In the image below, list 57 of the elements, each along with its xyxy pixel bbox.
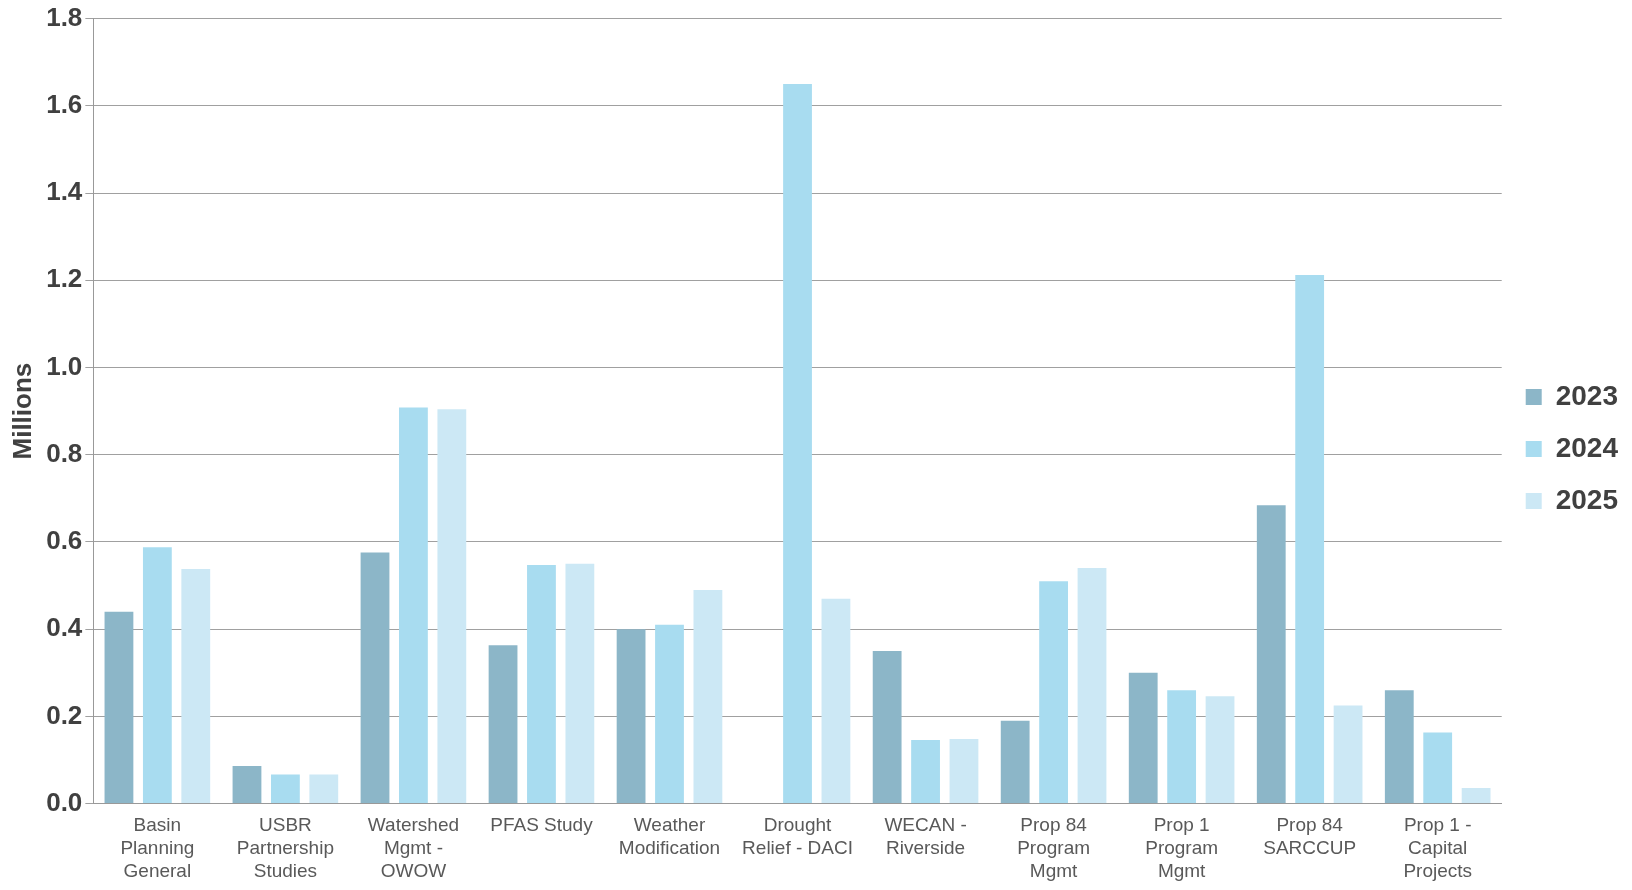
y-axis-title: Millions xyxy=(6,362,37,460)
bar xyxy=(270,774,300,804)
y-tick-label: 0.8 xyxy=(46,437,83,468)
bar xyxy=(104,611,134,804)
bar xyxy=(1461,787,1491,804)
bar xyxy=(309,774,339,804)
bar xyxy=(181,568,211,804)
bar xyxy=(821,598,851,804)
x-tick-label: WECAN - Riverside xyxy=(884,814,967,859)
y-tick-label: 1.8 xyxy=(46,1,83,32)
x-tick-label: Prop 1 - Capital Projects xyxy=(1403,814,1473,881)
bar xyxy=(949,739,979,804)
bar xyxy=(911,739,940,804)
y-tick-label: 1.0 xyxy=(46,350,83,381)
x-tick-label: PFAS Study xyxy=(490,814,594,836)
bar xyxy=(399,407,428,804)
bar xyxy=(1000,720,1030,804)
bar xyxy=(693,589,723,804)
x-tick-label: Prop 84 SARCCUP xyxy=(1263,814,1357,859)
bar xyxy=(1128,672,1158,804)
bar xyxy=(1167,690,1197,804)
x-tick-label: Prop 1 Program Mgmt xyxy=(1145,814,1219,881)
bar xyxy=(488,645,518,804)
bar xyxy=(437,409,467,804)
bar xyxy=(1384,690,1414,804)
y-tick-label: 1.6 xyxy=(46,88,83,119)
y-tick-label: 0.6 xyxy=(46,525,83,556)
bar xyxy=(1205,696,1235,804)
bar xyxy=(1256,505,1286,804)
bar xyxy=(1423,732,1453,804)
bar xyxy=(360,552,390,804)
x-tick-label: Drought Relief - DACI xyxy=(742,814,853,859)
x-tick-label: USBR Partnership Studies xyxy=(236,814,334,881)
bar xyxy=(1077,568,1107,804)
bar xyxy=(142,547,172,804)
y-tick-label: 1.4 xyxy=(46,176,83,207)
bar xyxy=(1333,705,1363,804)
y-tick-label: 0.4 xyxy=(46,612,83,643)
bar xyxy=(783,84,812,804)
y-tick-label: 1.2 xyxy=(46,263,83,294)
legend-label: 2024 xyxy=(1555,431,1619,463)
legend-label: 2023 xyxy=(1555,379,1619,411)
x-tick-label: Prop 84 Program Mgmt xyxy=(1017,814,1091,881)
bar xyxy=(232,766,262,804)
y-tick-label: 0.0 xyxy=(46,786,83,817)
bar xyxy=(655,624,684,804)
bar xyxy=(1295,275,1325,804)
bar xyxy=(1039,581,1068,804)
legend-label: 2025 xyxy=(1555,483,1619,515)
bar xyxy=(872,650,902,804)
x-tick-label: Watershed Mgmt - OWOW xyxy=(367,814,460,881)
bar xyxy=(565,563,595,804)
bar xyxy=(527,565,556,804)
y-tick-label: 0.2 xyxy=(46,699,83,730)
bar xyxy=(616,629,646,804)
x-tick-label: Basin Planning General xyxy=(120,814,195,881)
x-tick-label: Weather Modification xyxy=(618,814,721,859)
